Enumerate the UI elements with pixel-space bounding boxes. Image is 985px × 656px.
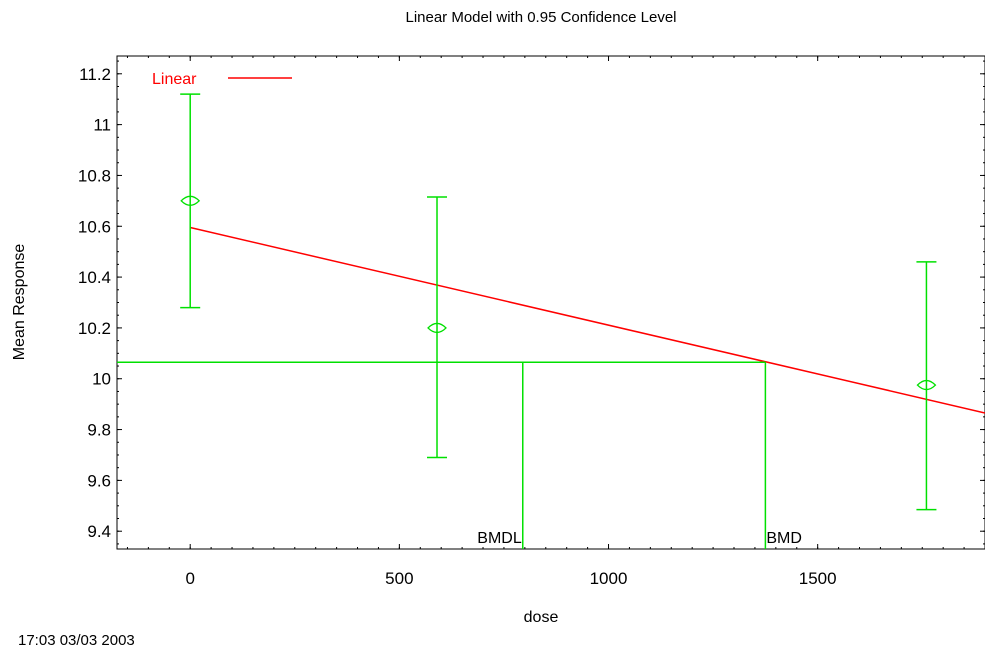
legend-label-linear: Linear [152,71,197,88]
y-tick-label: 10.4 [78,268,111,287]
x-tick-label: 1000 [590,569,628,588]
timestamp: 17:03 03/03 2003 [18,632,135,649]
y-tick-label: 11 [93,116,111,135]
series-layer [190,226,985,414]
y-tick-label: 11.2 [79,65,111,84]
observations-layer [180,93,937,511]
y-tick-label: 9.4 [87,522,111,541]
y-tick-label: 9.6 [87,471,111,490]
y-tick-label: 10.8 [78,166,111,185]
benchmark-layer: BMDL BMD [117,361,802,549]
x-axis-label: dose [524,609,559,626]
x-tick-label: 1500 [799,569,837,588]
legend: Linear [152,71,292,88]
y-tick-label: 10 [92,370,111,389]
x-tick-label: 0 [185,569,194,588]
y-tick-label: 10.2 [78,319,111,338]
data-point [180,195,201,206]
y-tick-label: 9.8 [87,421,111,440]
data-point [427,322,447,334]
series-line-linear [190,226,985,414]
y-axis-label: Mean Response [11,244,28,361]
y-tick-label: 10.6 [78,217,111,236]
ticks-layer: 9.4 9.6 9.8 10 10.2 10.4 10.6 10.8 11 11.2 0 500 100… [78,56,985,588]
bmd-label: BMD [766,530,802,547]
data-point [916,379,937,391]
chart-title: Linear Model with 0.95 Confidence Level [405,9,676,26]
plot-frame [116,55,985,550]
bmdl-label: BMDL [477,530,522,547]
x-tick-label: 500 [385,569,413,588]
